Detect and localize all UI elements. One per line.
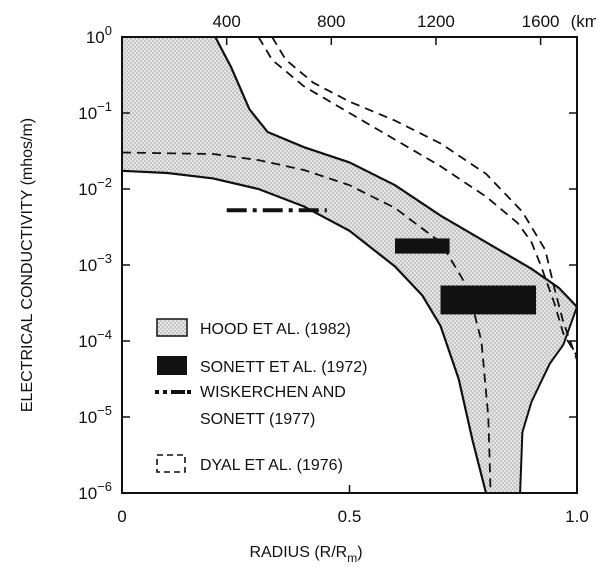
dyal-curve-3	[257, 37, 577, 357]
top-tick-label: 1200	[417, 12, 455, 31]
sonett-blocks-layer	[395, 238, 537, 315]
y-tick-label: 10−3	[78, 251, 112, 275]
dyal-curve-1	[122, 151, 492, 493]
y-tick-label: 10−2	[78, 175, 112, 199]
legend-symbol-hood	[156, 318, 188, 337]
legend-label-sonett: SONETT ET AL. (1972)	[200, 359, 367, 376]
y-tick-label: 10−6	[78, 479, 112, 503]
legend: HOOD ET AL. (1982) SONETT ET AL. (1972) WI…	[155, 318, 367, 474]
legend-label-dyal: DYAL ET AL. (1976)	[200, 457, 343, 474]
legend-label-wiskerchen: WISKERCHEN AND	[200, 384, 346, 401]
dyal-curve-2	[271, 37, 577, 361]
x-tick-label: 0.5	[338, 507, 362, 526]
legend-label-hood: HOOD ET AL. (1982)	[200, 321, 351, 338]
legend-symbol-dyal	[156, 454, 186, 473]
sonett-block-1	[395, 238, 450, 254]
hood-band-fill	[122, 37, 577, 493]
y-tick-label: 10−4	[78, 327, 112, 351]
hood-upper-line	[214, 37, 577, 308]
hood-lower-line	[122, 169, 488, 493]
curves-layer	[122, 37, 577, 493]
top-axis-unit: (km)	[571, 12, 596, 31]
y-axis-title: ELECTRICAL CONDUCTIVITY (mhos/m)	[19, 118, 36, 412]
top-tick-label: 800	[317, 12, 345, 31]
y-tick-label: 100	[86, 23, 112, 47]
x-tick-label: 1.0	[565, 507, 589, 526]
x-axis-title: RADIUS (R/Rm)	[249, 544, 362, 565]
top-tick-label: 1600	[522, 12, 560, 31]
top-tick-label: 400	[212, 12, 240, 31]
legend-symbol-sonett	[157, 356, 187, 375]
y-tick-label: 10−5	[78, 403, 112, 427]
sonett-block-2	[440, 285, 537, 315]
axes-layer: 100 10−1 10−2 10−3 10−4 10−5 10−6 0 0.5 1.0 400 800…	[78, 12, 596, 526]
hood-right-line	[519, 306, 577, 493]
x-tick-label: 0	[117, 507, 126, 526]
hood-band-layer	[122, 37, 577, 493]
legend-label-wiskerchen-2: SONETT (1977)	[200, 411, 315, 428]
y-tick-label: 10−1	[78, 99, 112, 123]
